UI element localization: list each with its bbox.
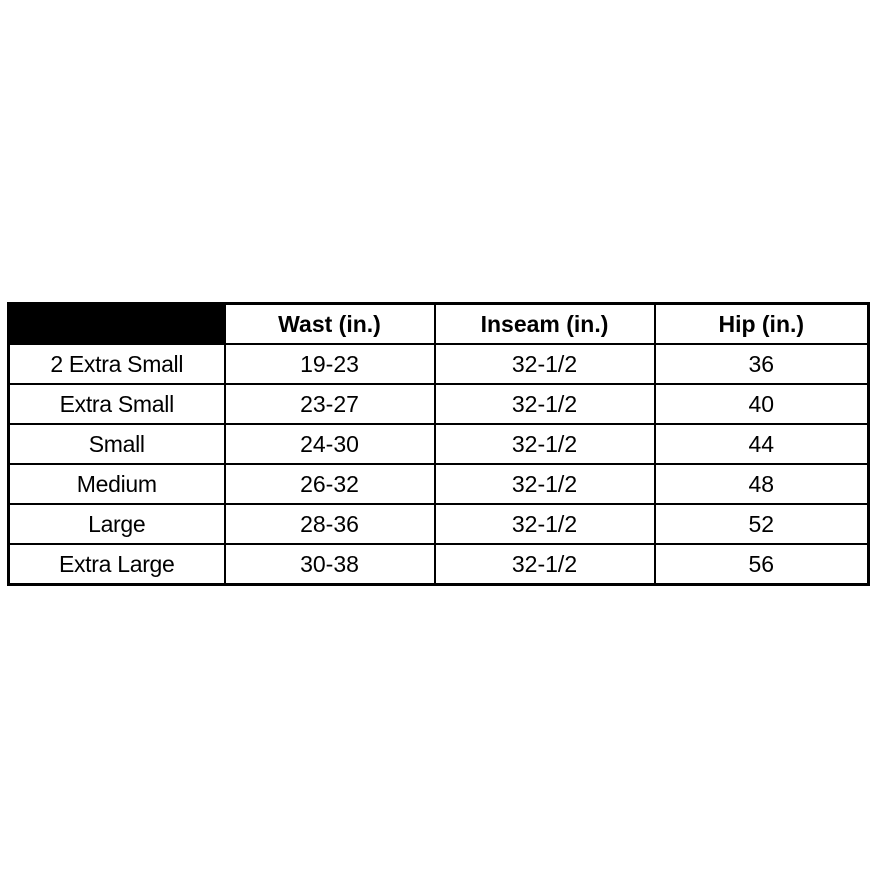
size-cell: Extra Large <box>7 543 226 586</box>
inseam-cell: 32-1/2 <box>433 463 656 505</box>
inseam-cell: 32-1/2 <box>433 543 656 586</box>
header-corner-cell <box>7 302 226 345</box>
header-inseam: Inseam (in.) <box>433 302 656 345</box>
size-cell: Medium <box>7 463 226 505</box>
size-cell: Small <box>7 423 226 465</box>
waist-cell: 28-36 <box>223 503 436 545</box>
table-row: Large 28-36 32-1/2 52 <box>7 503 870 545</box>
hip-cell: 52 <box>653 503 870 545</box>
table-row: Small 24-30 32-1/2 44 <box>7 423 870 465</box>
hip-cell: 56 <box>653 543 870 586</box>
size-chart-table: Wast (in.) Inseam (in.) Hip (in.) 2 Extr… <box>7 302 870 586</box>
table-row: Medium 26-32 32-1/2 48 <box>7 463 870 505</box>
waist-cell: 30-38 <box>223 543 436 586</box>
hip-cell: 48 <box>653 463 870 505</box>
table-body: 2 Extra Small 19-23 32-1/2 36 Extra Small 23-… <box>7 343 870 586</box>
size-cell: Large <box>7 503 226 545</box>
waist-cell: 24-30 <box>223 423 436 465</box>
table-row: Extra Small 23-27 32-1/2 40 <box>7 383 870 425</box>
inseam-cell: 32-1/2 <box>433 503 656 545</box>
waist-cell: 23-27 <box>223 383 436 425</box>
hip-cell: 40 <box>653 383 870 425</box>
waist-cell: 26-32 <box>223 463 436 505</box>
header-hip: Hip (in.) <box>653 302 870 345</box>
inseam-cell: 32-1/2 <box>433 343 656 385</box>
size-cell: Extra Small <box>7 383 226 425</box>
hip-cell: 44 <box>653 423 870 465</box>
hip-cell: 36 <box>653 343 870 385</box>
header-waist: Wast (in.) <box>223 302 436 345</box>
inseam-cell: 32-1/2 <box>433 383 656 425</box>
table-row: Extra Large 30-38 32-1/2 56 <box>7 543 870 586</box>
waist-cell: 19-23 <box>223 343 436 385</box>
size-cell: 2 Extra Small <box>7 343 226 385</box>
inseam-cell: 32-1/2 <box>433 423 656 465</box>
table-row: 2 Extra Small 19-23 32-1/2 36 <box>7 343 870 385</box>
header-row: Wast (in.) Inseam (in.) Hip (in.) <box>7 302 870 345</box>
